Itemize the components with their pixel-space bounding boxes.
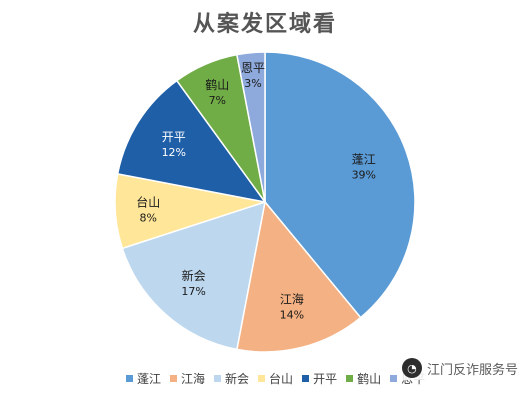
legend-label-6: 鹤山: [357, 372, 382, 386]
legend-item-4: 台山: [258, 370, 293, 387]
slice-value-label-7: 3%: [244, 77, 261, 90]
slice-label-5: 开平: [162, 130, 186, 144]
slice-label-2: 江海: [280, 292, 304, 307]
slice-label-4: 台山: [136, 194, 160, 209]
legend-item-6: 鹤山: [346, 370, 381, 387]
pie-slice-3: [121, 200, 266, 351]
legend-label-1: 蓬江: [137, 372, 162, 386]
slice-label-6: 鹤山: [205, 77, 229, 92]
watermark-text: 江门反诈服务号: [426, 362, 518, 378]
chart-legend: 蓬江江海新会台山开平鹤山恩平: [126, 370, 425, 387]
legend-item-5: 开平: [302, 370, 337, 387]
slice-value-label-5: 12%: [162, 146, 186, 159]
legend-swatch-6: [346, 375, 354, 382]
legend-swatch-1: [126, 375, 133, 382]
legend-item-2: 江海: [170, 370, 205, 387]
legend-swatch-4: [258, 375, 266, 382]
pie-slice-5: [116, 79, 267, 204]
legend-swatch-3: [214, 375, 222, 382]
legend-swatch-7: [390, 375, 398, 382]
legend-label-5: 开平: [313, 372, 338, 386]
legend-item-3: 新会: [214, 370, 249, 387]
source-watermark: ◔ 江门反诈服务号: [399, 356, 522, 380]
slice-label-3: 新会: [182, 268, 206, 283]
slice-value-label-3: 17%: [181, 285, 205, 298]
slice-label-7: 恩平: [241, 61, 265, 75]
pie-slice-7: [236, 51, 266, 203]
pie-slice-1: [264, 51, 416, 319]
slice-value-label-6: 7%: [209, 94, 226, 107]
slice-value-label-1: 39%: [352, 168, 376, 181]
legend-swatch-5: [302, 375, 310, 382]
slice-value-label-2: 14%: [280, 309, 304, 322]
wechat-icon: ◔: [401, 358, 422, 378]
legend-item-1: 蓬江: [126, 370, 161, 387]
legend-label-3: 新会: [225, 372, 250, 386]
legend-label-2: 江海: [181, 372, 206, 386]
slice-value-label-4: 8%: [139, 211, 156, 224]
pie-slice-2: [236, 200, 362, 353]
legend-label-4: 台山: [269, 372, 294, 386]
slice-label-1: 蓬江: [352, 152, 376, 166]
chart-title: 从案发区域看: [192, 12, 337, 37]
legend-swatch-2: [170, 375, 178, 382]
